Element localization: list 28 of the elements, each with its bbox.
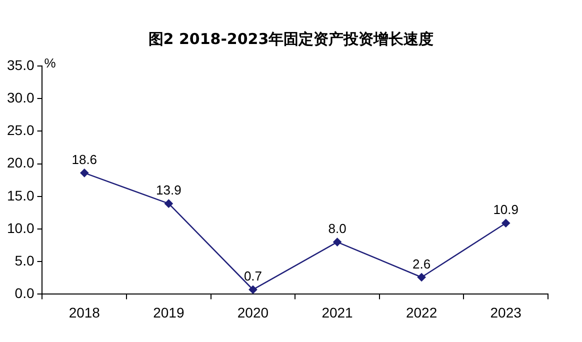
x-tick-label: 2023 [490,304,522,320]
y-tick-label: 0.0 [14,285,34,302]
point [248,285,258,294]
y-tick-label: 20.0 [7,154,34,171]
x-tick-label: 2018 [68,304,100,320]
point [164,199,173,208]
y-tick-label: 5.0 [14,252,34,268]
chart-title: 图2 2018-2023年固定资产投资增长速度 [147,30,435,49]
x-tick-label: 2022 [406,304,438,320]
x-tick-label: 2019 [153,304,184,320]
x-tick-label: 2021 [322,304,354,320]
y-tick-label: 15.0 [7,187,34,204]
data-label: 0.7 [244,268,262,284]
y-axis-title: % [44,56,56,71]
data-label: 10.9 [493,202,519,218]
data-label: 13.9 [156,182,182,198]
y-tick-label: 35.0 [7,56,34,73]
x-tick-label: 2020 [237,304,269,320]
point [417,273,426,282]
data-label: 18.6 [72,152,98,168]
point [333,238,342,246]
y-tick-label: 25.0 [7,122,34,138]
data-label: 2.6 [412,256,431,272]
point [502,218,510,228]
y-tick-label: 30.0 [7,89,34,106]
point [80,168,89,178]
data-label: 8.0 [328,221,346,236]
y-tick-label: 10.0 [7,220,34,236]
